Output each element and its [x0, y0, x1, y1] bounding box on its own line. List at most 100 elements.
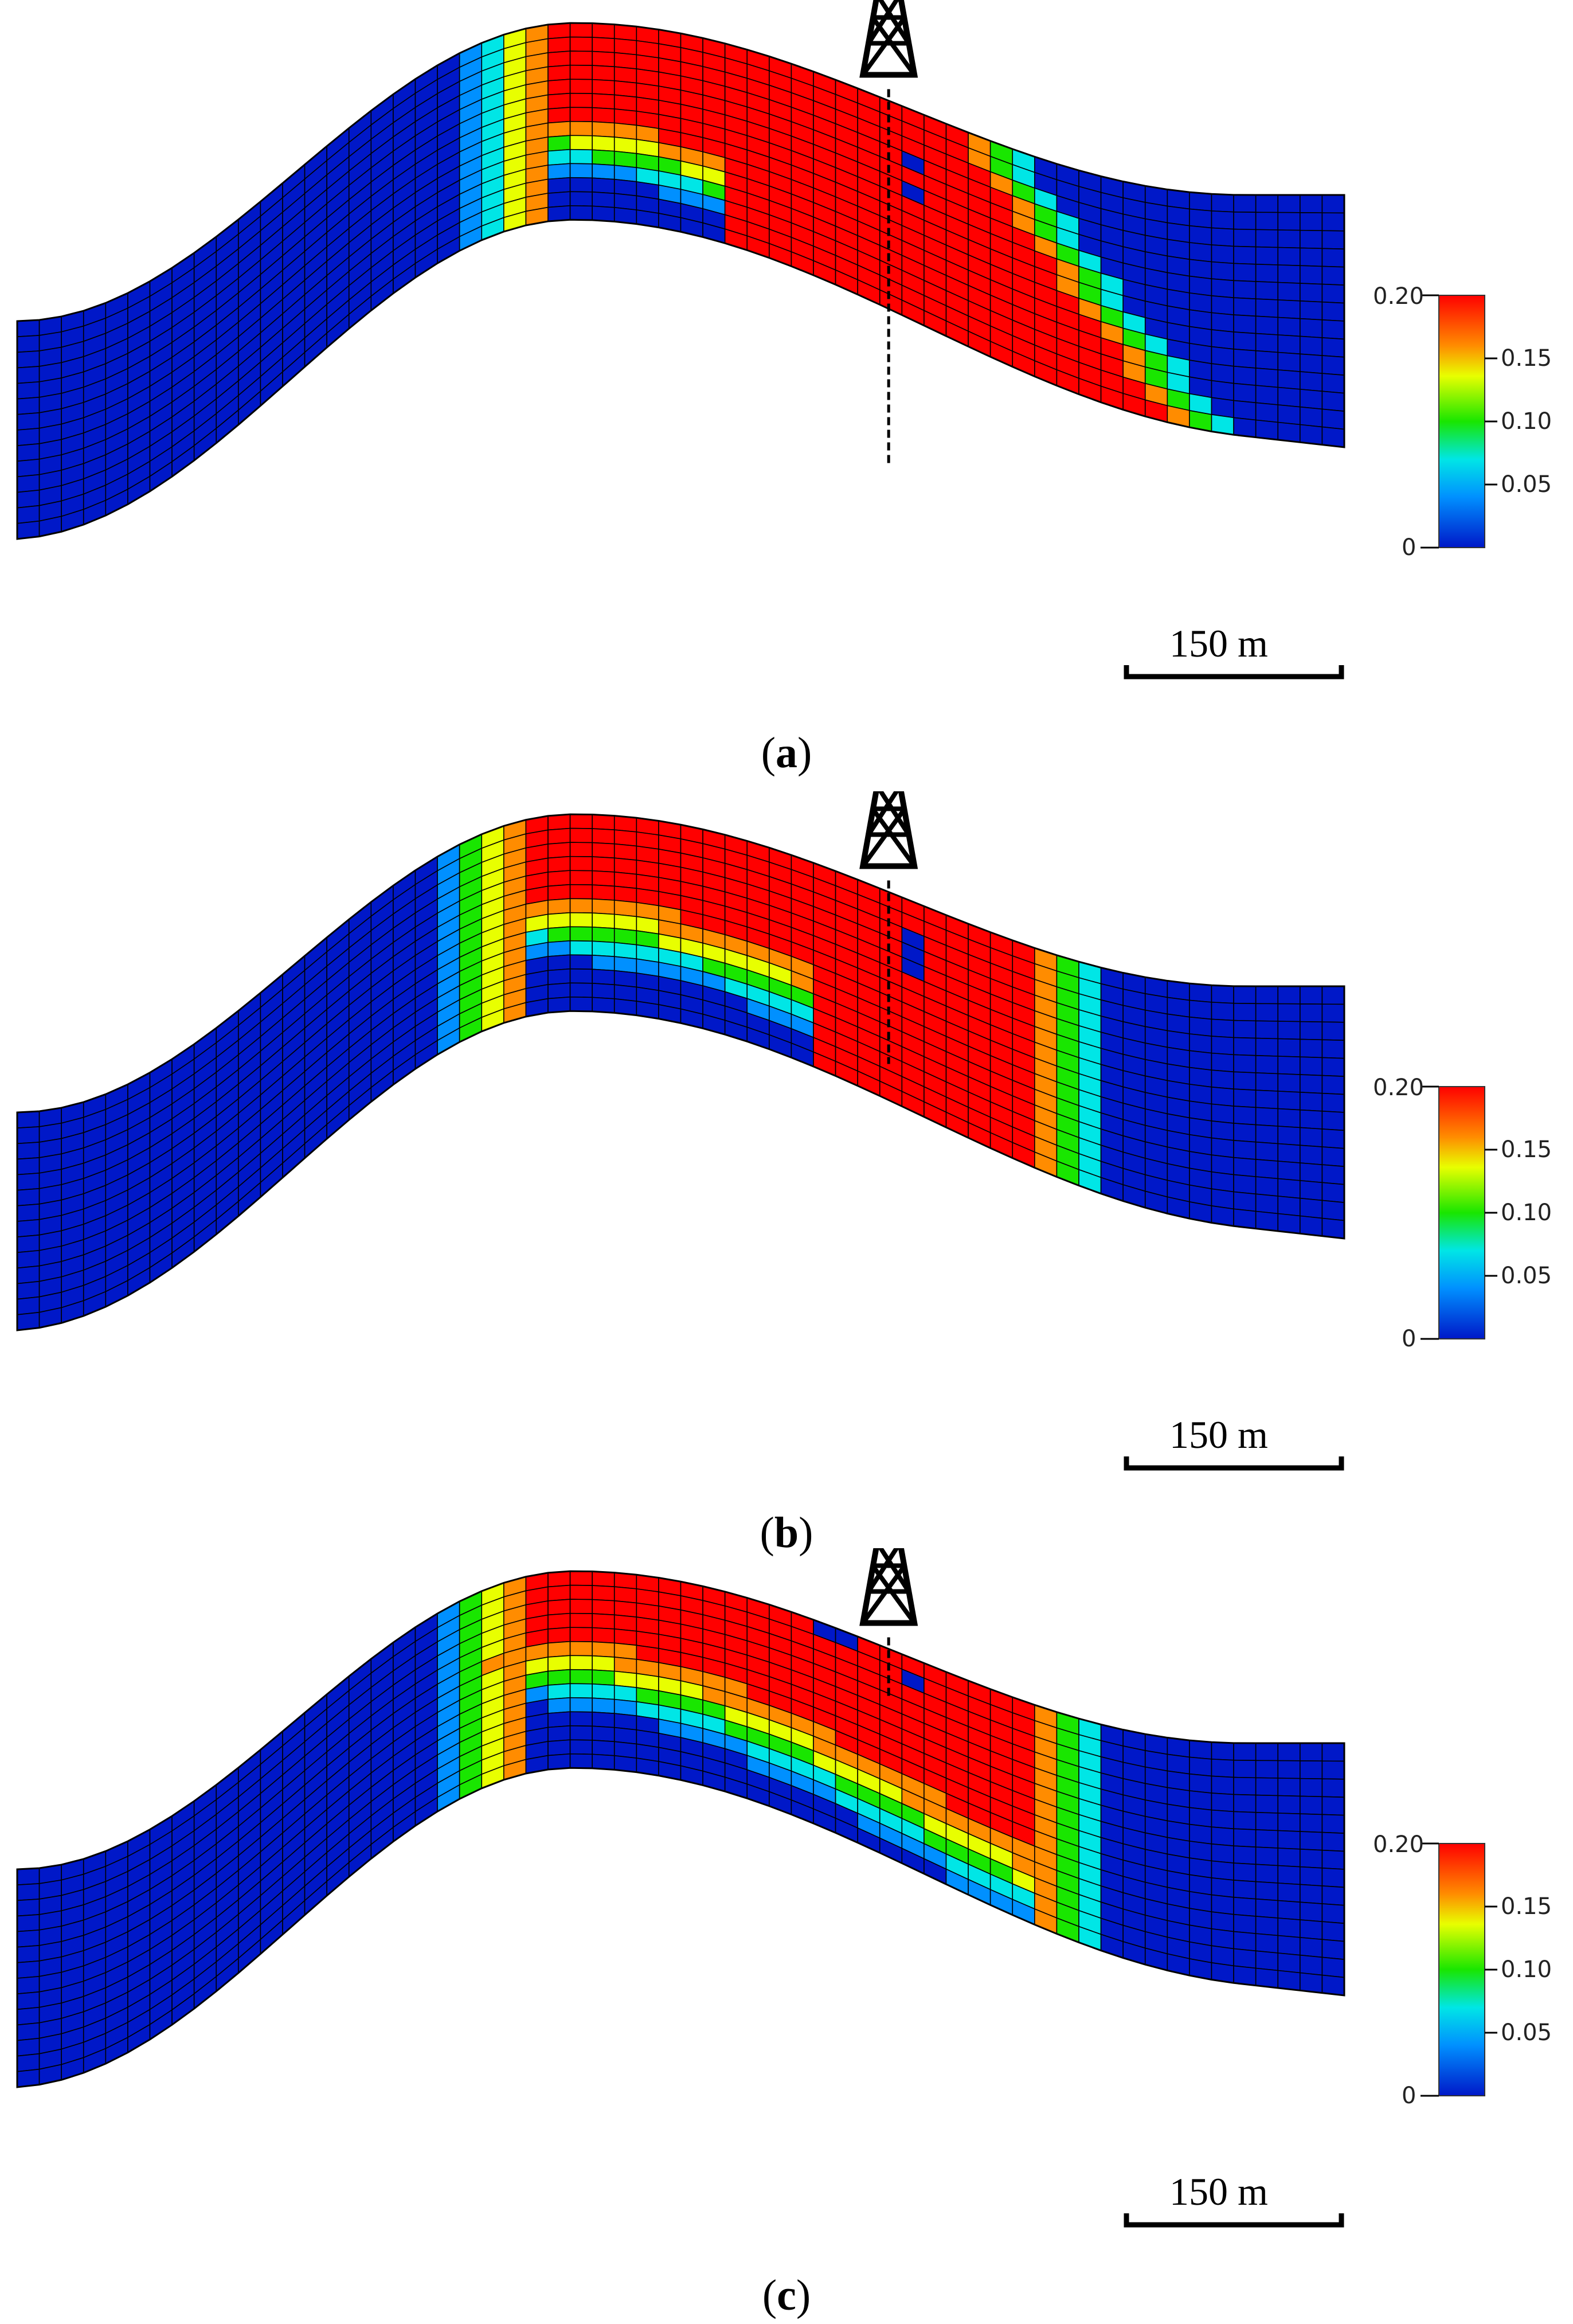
grid-cell — [1189, 1016, 1212, 1037]
scale-bar-label: 150 m — [1169, 1413, 1268, 1456]
grid-cell — [1189, 208, 1212, 229]
grid-cell — [1321, 265, 1345, 286]
grid-cell — [17, 489, 40, 509]
grid-cell — [17, 1249, 40, 1269]
grid-cell — [547, 107, 571, 124]
grid-cell — [1300, 1813, 1323, 1833]
grid-cell — [547, 1683, 571, 1700]
grid-cell — [1277, 212, 1301, 231]
grid-cell — [1277, 1813, 1301, 1832]
grid-cell — [1255, 194, 1279, 213]
colorbar-gradient — [1438, 295, 1485, 548]
grid-cell — [592, 1683, 615, 1700]
grid-lines-b — [16, 813, 1345, 1331]
grid-cell — [592, 997, 615, 1014]
grid-cell — [569, 898, 593, 914]
grid-cell — [1211, 244, 1234, 264]
grid-cell — [1321, 212, 1345, 232]
grid-cell — [1300, 1092, 1323, 1112]
scale-bar-b: 150 m — [1124, 1413, 1344, 1471]
grid-cell — [569, 50, 593, 66]
grid-cell — [592, 1599, 615, 1616]
grid-cell — [1211, 278, 1234, 299]
grid-cell — [17, 2053, 40, 2072]
grid-cell — [1233, 297, 1257, 317]
grid-cell — [1233, 400, 1257, 421]
grid-cell — [1255, 1176, 1279, 1197]
grid-cell — [17, 335, 40, 353]
grid-cell — [547, 870, 571, 887]
grid-cell — [569, 36, 593, 52]
grid-cell — [1277, 1917, 1301, 1938]
grid-cell — [1277, 229, 1301, 249]
grid-cell — [613, 108, 637, 126]
grid-cell — [1277, 334, 1301, 355]
grid-cell — [613, 1600, 637, 1618]
grid-cell — [1211, 329, 1234, 350]
grid-cell — [17, 1929, 40, 1948]
grid-cell — [17, 1975, 40, 1995]
grid-cell — [569, 856, 593, 872]
grid-cell — [613, 871, 637, 889]
grid-cell — [1211, 193, 1234, 213]
grid-cell — [547, 36, 571, 53]
grid-cell — [1255, 246, 1279, 265]
grid-cells-b — [17, 814, 1345, 1331]
grid-cell — [592, 912, 615, 929]
grid-cells-c — [17, 1571, 1345, 2088]
grid-cell — [1255, 368, 1279, 388]
grid-cell — [1300, 1743, 1323, 1761]
grid-cell — [592, 1655, 615, 1672]
grid-cell — [1211, 1843, 1234, 1864]
grid-cell — [1211, 1137, 1234, 1158]
grid-cell — [1211, 1928, 1234, 1950]
grid-cell — [613, 1586, 637, 1604]
colorbar-top-label: 0.20 — [1373, 283, 1424, 310]
grid-cell — [547, 1753, 571, 1770]
grid-cell — [1211, 1103, 1234, 1124]
grid-cell — [1211, 1741, 1234, 1761]
grid-cell — [1233, 245, 1257, 265]
grid-cell — [569, 92, 593, 108]
grid-cell — [1321, 1110, 1345, 1131]
grid-cell — [592, 983, 615, 999]
grid-cell — [592, 926, 615, 943]
grid-cell — [1255, 1777, 1279, 1796]
colorbar-c: 0.20 0 0.15 0.10 0.05 — [1373, 1831, 1552, 2109]
grid-cell — [17, 458, 40, 478]
grid-cell — [613, 900, 637, 917]
grid-cell — [547, 856, 571, 873]
colorbar-tick-label: 0.05 — [1501, 2020, 1552, 2046]
grid-cell — [1189, 1790, 1212, 1811]
drilling-rig-icon — [859, 791, 918, 869]
grid-cell — [1233, 1002, 1257, 1022]
grid-cell — [547, 120, 571, 138]
grid-cell — [1300, 335, 1323, 356]
grid-cell — [1211, 1792, 1234, 1813]
grid-cell — [1189, 1067, 1212, 1088]
grid-cell — [1255, 1037, 1279, 1057]
grid-cell — [547, 1641, 571, 1658]
grid-cell — [547, 92, 571, 110]
grid-cell — [17, 319, 40, 337]
grid-cell — [17, 1142, 40, 1160]
grid-cell — [613, 928, 637, 946]
grid-cell — [17, 381, 40, 400]
grid-cell — [569, 1683, 593, 1699]
grid-lines-a — [16, 22, 1345, 540]
colorbar-tick-label: 0.15 — [1501, 1893, 1552, 1920]
grid-cell — [1255, 1159, 1279, 1179]
grid-cell — [1300, 1074, 1323, 1094]
grid-cell — [1233, 228, 1257, 248]
grid-cell — [1300, 283, 1323, 303]
grid-cell — [1211, 1911, 1234, 1932]
grid-cell — [1255, 1950, 1279, 1971]
grid-cell — [547, 205, 571, 222]
section-outline — [16, 1570, 1345, 2088]
grid-cell — [592, 163, 615, 180]
grid-cell — [592, 79, 615, 96]
grid-cell — [1321, 1921, 1345, 1942]
grid-cell — [1189, 1756, 1212, 1777]
grid-cell — [1233, 348, 1257, 369]
grid-lines-c — [16, 1570, 1345, 2088]
